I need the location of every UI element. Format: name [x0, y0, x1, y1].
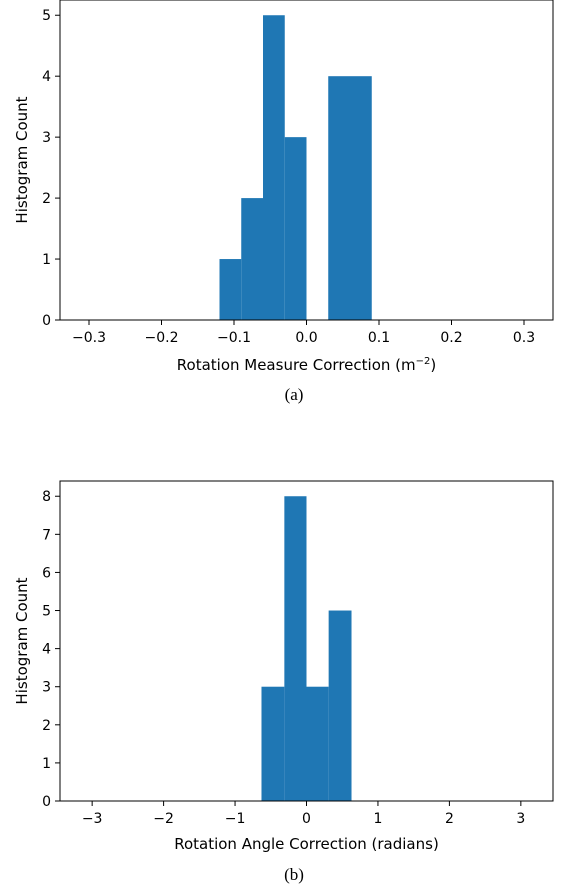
panel-a-y-tick-label: 1	[42, 252, 51, 268]
panel-a-y-tick-label: 5	[42, 8, 51, 24]
panel-b-bar-2	[306, 686, 329, 801]
panel-a-y-tick-label: 3	[42, 130, 51, 146]
panel-b-x-tick-label: 3	[516, 811, 525, 827]
panel-b-y-tick-label: 8	[42, 489, 51, 505]
panel-a-y-tick-label: 4	[42, 69, 51, 85]
panel-b-y-tick-label: 5	[42, 604, 51, 620]
panel-a-histogram: −0.3 −0.2 −0.1 0.0 0.1 0.2 0.3 0 1 2 3 4 5 Rotation…	[13, 0, 554, 404]
panel-a-y-axis-label: Histogram Count	[13, 96, 31, 223]
panel-a-x-ticks: −0.3 −0.2 −0.1 0.0 0.1 0.2 0.3	[72, 320, 535, 346]
panel-a-x-tick-label: 0.2	[440, 330, 462, 346]
panel-a-x-tick-label: 0.3	[513, 330, 535, 346]
panel-b-y-tick-label: 3	[42, 680, 51, 696]
panel-b-bar-0	[261, 686, 285, 801]
panel-b-x-tick-label: −3	[82, 811, 103, 827]
panel-a-bar-5	[328, 76, 350, 320]
panel-a-x-tick-label: −0.2	[145, 330, 179, 346]
panel-b-caption: (b)	[284, 865, 304, 884]
panel-b-bar-3	[328, 610, 352, 801]
panel-b-x-tick-label: −2	[153, 811, 174, 827]
panel-b-y-tick-label: 1	[42, 756, 51, 772]
panel-a-bars	[219, 15, 372, 320]
panel-b-y-axis-label: Histogram Count	[13, 577, 31, 704]
panel-b-bar-1	[284, 496, 307, 801]
panel-b-x-tick-label: −1	[225, 811, 246, 827]
panel-b-y-ticks: 0 1 2 3 4 5 6 7 8	[42, 489, 60, 810]
panel-b-bars	[261, 496, 352, 801]
panel-a-y-tick-label: 0	[42, 313, 51, 329]
panel-a-bar-0	[219, 259, 242, 320]
panel-a-bar-2	[263, 15, 285, 320]
panel-a-x-tick-label: −0.1	[217, 330, 251, 346]
panel-a-y-ticks: 0 1 2 3 4 5	[42, 8, 60, 329]
panel-b-x-axis-label: Rotation Angle Correction (radians)	[174, 835, 439, 853]
panel-b-x-tick-label: 1	[373, 811, 382, 827]
panel-b-x-ticks: −3 −2 −1 0 1 2 3	[82, 801, 525, 827]
panel-a-x-tick-label: −0.3	[72, 330, 106, 346]
panel-a-bar-1	[241, 198, 263, 320]
panel-b-y-tick-label: 7	[42, 527, 51, 543]
panel-b-y-tick-label: 4	[42, 642, 51, 658]
panel-a-x-tick-label: 0.0	[295, 330, 317, 346]
panel-a-y-tick-label: 2	[42, 191, 51, 207]
panel-b-histogram: −3 −2 −1 0 1 2 3 0 1 2 3 4 5 6 7 8 Rotation Angle Corr…	[13, 480, 554, 884]
panel-a-bar-3	[284, 137, 307, 320]
panel-b-y-tick-label: 2	[42, 718, 51, 734]
panel-a-bar-6	[350, 76, 372, 320]
panel-b-y-tick-label: 6	[42, 565, 51, 581]
panel-b-x-tick-label: 2	[445, 811, 454, 827]
panel-a-caption: (a)	[285, 385, 304, 404]
panel-a-x-axis-label: Rotation Measure Correction (m−2)	[177, 356, 436, 374]
panel-b-x-tick-label: 0	[302, 811, 311, 827]
panel-b-y-tick-label: 0	[42, 794, 51, 810]
panel-a-x-tick-label: 0.1	[368, 330, 390, 346]
